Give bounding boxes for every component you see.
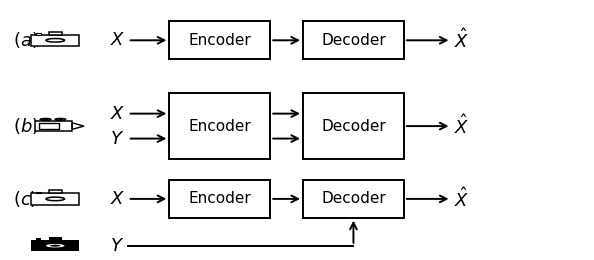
- Text: $(c)$: $(c)$: [13, 189, 37, 209]
- Text: Encoder: Encoder: [188, 119, 251, 134]
- Text: $X$: $X$: [110, 105, 125, 123]
- Ellipse shape: [55, 118, 66, 120]
- Ellipse shape: [40, 118, 51, 120]
- Bar: [303, 180, 404, 218]
- Bar: [49, 237, 62, 240]
- Bar: [36, 238, 42, 240]
- Text: $(b)$: $(b)$: [13, 116, 39, 136]
- Ellipse shape: [46, 38, 65, 42]
- Bar: [31, 193, 79, 205]
- Bar: [49, 190, 62, 193]
- Text: Decoder: Decoder: [321, 33, 386, 48]
- Bar: [39, 123, 59, 129]
- Ellipse shape: [43, 119, 48, 120]
- Text: Decoder: Decoder: [321, 191, 386, 206]
- Bar: [49, 32, 62, 35]
- Bar: [169, 21, 270, 59]
- Text: $X$: $X$: [110, 190, 125, 208]
- Bar: [31, 35, 79, 46]
- Bar: [303, 21, 404, 59]
- Text: $Y$: $Y$: [110, 237, 124, 255]
- Ellipse shape: [58, 119, 62, 120]
- Text: $\hat{X}$: $\hat{X}$: [454, 187, 470, 211]
- Text: Encoder: Encoder: [188, 191, 251, 206]
- Bar: [36, 33, 42, 35]
- Text: $Y$: $Y$: [110, 129, 124, 148]
- Text: Encoder: Encoder: [188, 33, 251, 48]
- Text: $\hat{X}$: $\hat{X}$: [454, 28, 470, 52]
- Bar: [169, 93, 270, 159]
- Text: $(a)$: $(a)$: [13, 30, 39, 50]
- Ellipse shape: [46, 197, 65, 201]
- Ellipse shape: [50, 245, 61, 247]
- Bar: [169, 180, 270, 218]
- Text: Decoder: Decoder: [321, 119, 386, 134]
- Bar: [36, 192, 42, 193]
- Text: $X$: $X$: [110, 31, 125, 49]
- Bar: [73, 238, 78, 239]
- Bar: [35, 121, 72, 131]
- Ellipse shape: [46, 244, 65, 248]
- Bar: [31, 240, 79, 251]
- Bar: [303, 93, 404, 159]
- Text: $\hat{X}$: $\hat{X}$: [454, 114, 470, 138]
- Polygon shape: [72, 123, 84, 129]
